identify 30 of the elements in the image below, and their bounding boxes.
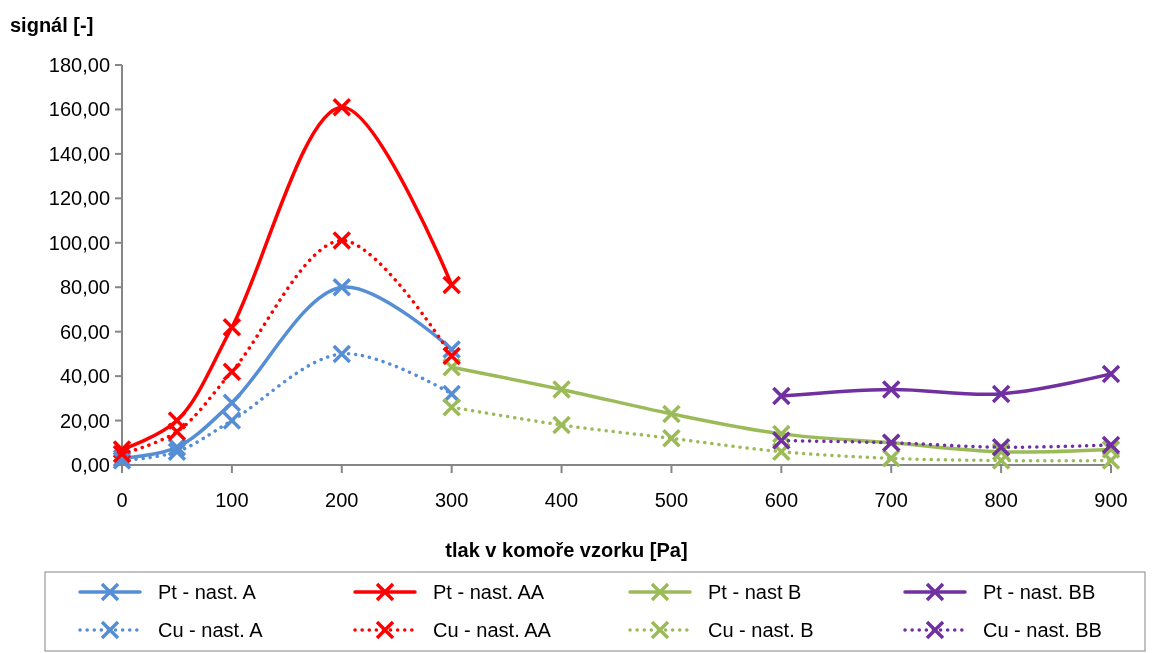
- legend-label: Pt - nast B: [708, 581, 802, 603]
- legend-label: Pt - nast. A: [158, 581, 257, 603]
- legend-label: Cu - nast. B: [708, 619, 814, 641]
- x-tick-label: 700: [874, 489, 908, 511]
- x-tick-label: 0: [116, 489, 128, 511]
- x-tick-label: 800: [984, 489, 1018, 511]
- legend-label: Cu - nast. BB: [983, 619, 1102, 641]
- y-tick-label: 100,00: [48, 231, 110, 254]
- legend-label: Pt - nast. BB: [983, 581, 1096, 603]
- legend-label: Cu - nast. AA: [433, 619, 552, 641]
- x-tick-label: 100: [215, 489, 249, 511]
- y-tick-label: 60,00: [59, 320, 110, 343]
- y-tick-label: 40,00: [59, 365, 110, 388]
- x-axis-title: tlak v komoře vzorku [Pa]: [445, 539, 688, 561]
- y-tick-label: 140,00: [48, 142, 110, 165]
- y-tick-label: 80,00: [59, 276, 110, 299]
- y-tick-label: 180,00: [48, 54, 110, 76]
- x-tick-label: 900: [1094, 489, 1128, 511]
- legend-label: Cu - nast. A: [158, 619, 264, 641]
- y-tick-label: 120,00: [48, 187, 110, 210]
- y-tick-label: 0,00: [71, 454, 110, 476]
- y-axis-title: signál [-]: [10, 14, 94, 36]
- y-tick-label: 20,00: [59, 409, 110, 432]
- x-tick-label: 200: [325, 489, 359, 511]
- x-tick-label: 500: [654, 489, 689, 511]
- y-tick-label: 160,00: [48, 98, 110, 121]
- x-tick-label: 600: [764, 489, 799, 511]
- legend-label: Pt - nast. AA: [433, 581, 545, 603]
- x-tick-label: 400: [544, 489, 579, 511]
- x-tick-label: 300: [434, 489, 469, 511]
